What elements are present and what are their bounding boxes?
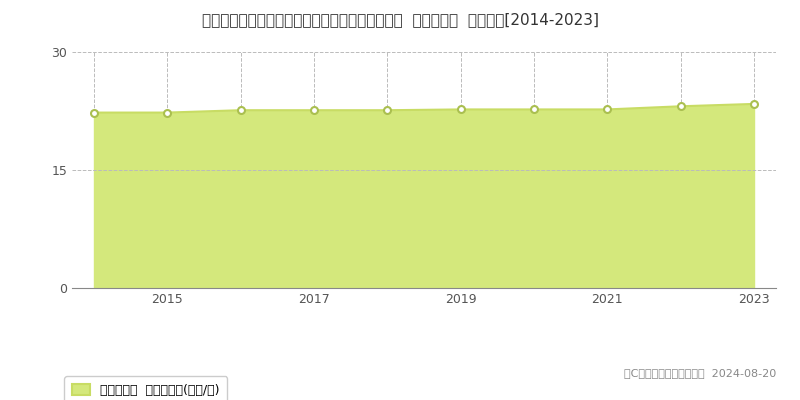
Legend: 基準地価格  平均坪単価(万円/坪): 基準地価格 平均坪単価(万円/坪) bbox=[64, 376, 227, 400]
Text: 愛知県愛知郡東郷町大字諸輪字観音畑６０番１外  基準地価格  地価推移[2014-2023]: 愛知県愛知郡東郷町大字諸輪字観音畑６０番１外 基準地価格 地価推移[2014-2… bbox=[202, 12, 598, 27]
Text: （C）土地価格ドットコム  2024-08-20: （C）土地価格ドットコム 2024-08-20 bbox=[624, 368, 776, 378]
